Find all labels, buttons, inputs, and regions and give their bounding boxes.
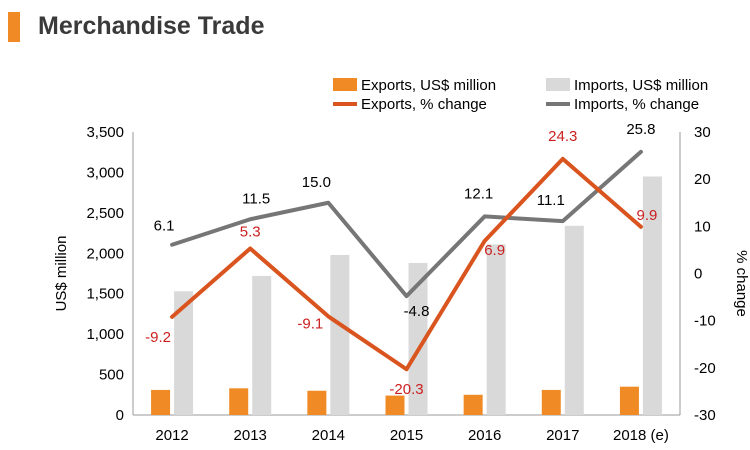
right-axis-title: % change: [733, 250, 750, 317]
label-imports-pct: 11.5: [242, 190, 270, 207]
label-imports-pct: 25.8: [626, 121, 655, 138]
label-exports-pct: -9.1: [297, 315, 323, 332]
label-imports-pct: 12.1: [464, 185, 493, 202]
label-imports-pct: 6.1: [154, 218, 175, 235]
right-tick-label: 0: [694, 266, 702, 283]
legend-label: Imports, US$ million: [574, 77, 708, 94]
bar-exports: [541, 389, 561, 415]
left-tick-label: 3,000: [86, 164, 124, 181]
bar-exports: [151, 389, 171, 415]
label-exports-pct: -9.2: [145, 329, 171, 346]
chart-axes: 0 500 1,000 1,500 2,000 2,500 3,000 3,500 -30 -20…: [53, 124, 750, 444]
label-exports-pct: 24.3: [548, 128, 577, 145]
right-tick-label: -10: [694, 313, 716, 330]
x-tick-label: 2017: [546, 427, 579, 444]
right-tick-label: 30: [694, 124, 711, 141]
left-tick-label: 500: [99, 367, 124, 384]
left-tick-label: 1,000: [86, 326, 124, 343]
x-tick-label: 2015: [390, 427, 423, 444]
line-exports-pct: [170, 156, 643, 372]
label-exports-pct: 6.9: [484, 242, 505, 259]
bar-exports: [463, 394, 483, 415]
legend-swatch-bar: [546, 78, 570, 91]
bar-imports: [564, 225, 584, 415]
x-tick-label: 2016: [468, 427, 501, 444]
left-tick-label: 2,000: [86, 245, 124, 262]
legend-label: Exports, US$ million: [361, 77, 496, 94]
label-imports-pct: 11.1: [537, 192, 565, 209]
chart-data-labels: 6.1 11.5 15.0 -4.8 12.1 11.1 25.8 -9.2 5.3 -9.1 -2…: [145, 121, 657, 398]
legend-label: Imports, % change: [574, 96, 699, 113]
x-tick-label: 2012: [155, 427, 188, 444]
right-tick-label: 20: [694, 171, 711, 188]
bar-exports: [229, 388, 249, 415]
title-accent-bar: [8, 12, 20, 42]
bar-imports: [408, 262, 428, 415]
right-tick-label: -20: [694, 360, 716, 377]
label-exports-pct: 9.9: [636, 207, 657, 224]
left-tick-label: 3,500: [86, 124, 124, 141]
bar-imports: [642, 176, 662, 415]
bar-exports: [619, 386, 639, 415]
bar-imports: [330, 254, 350, 415]
chart-legend: Exports, US$ million Imports, US$ million…: [333, 77, 708, 113]
left-tick-label: 2,500: [86, 205, 124, 222]
bar-exports: [307, 390, 327, 415]
bar-imports: [486, 244, 506, 415]
x-tick-label: 2018 (e): [613, 427, 669, 444]
bar-exports: [385, 395, 405, 415]
bar-imports: [174, 291, 194, 415]
label-exports-pct: 5.3: [240, 224, 261, 241]
legend-swatch-bar: [333, 78, 357, 91]
left-tick-label: 1,500: [86, 286, 124, 303]
page-title: Merchandise Trade: [38, 12, 265, 40]
label-exports-pct: -20.3: [389, 381, 423, 398]
legend-label: Exports, % change: [361, 96, 487, 113]
right-tick-label: -30: [694, 407, 716, 424]
chart-lines: [170, 149, 643, 372]
label-imports-pct: -4.8: [404, 303, 430, 320]
chart-bars: [151, 176, 662, 415]
left-tick-label: 0: [116, 407, 124, 424]
right-tick-label: 10: [694, 218, 711, 235]
x-tick-label: 2014: [312, 427, 345, 444]
line-imports-pct: [170, 149, 643, 299]
x-tick-label: 2013: [234, 427, 267, 444]
label-imports-pct: 15.0: [302, 174, 331, 191]
bar-imports: [252, 275, 272, 415]
left-axis-title: US$ million: [53, 236, 70, 312]
